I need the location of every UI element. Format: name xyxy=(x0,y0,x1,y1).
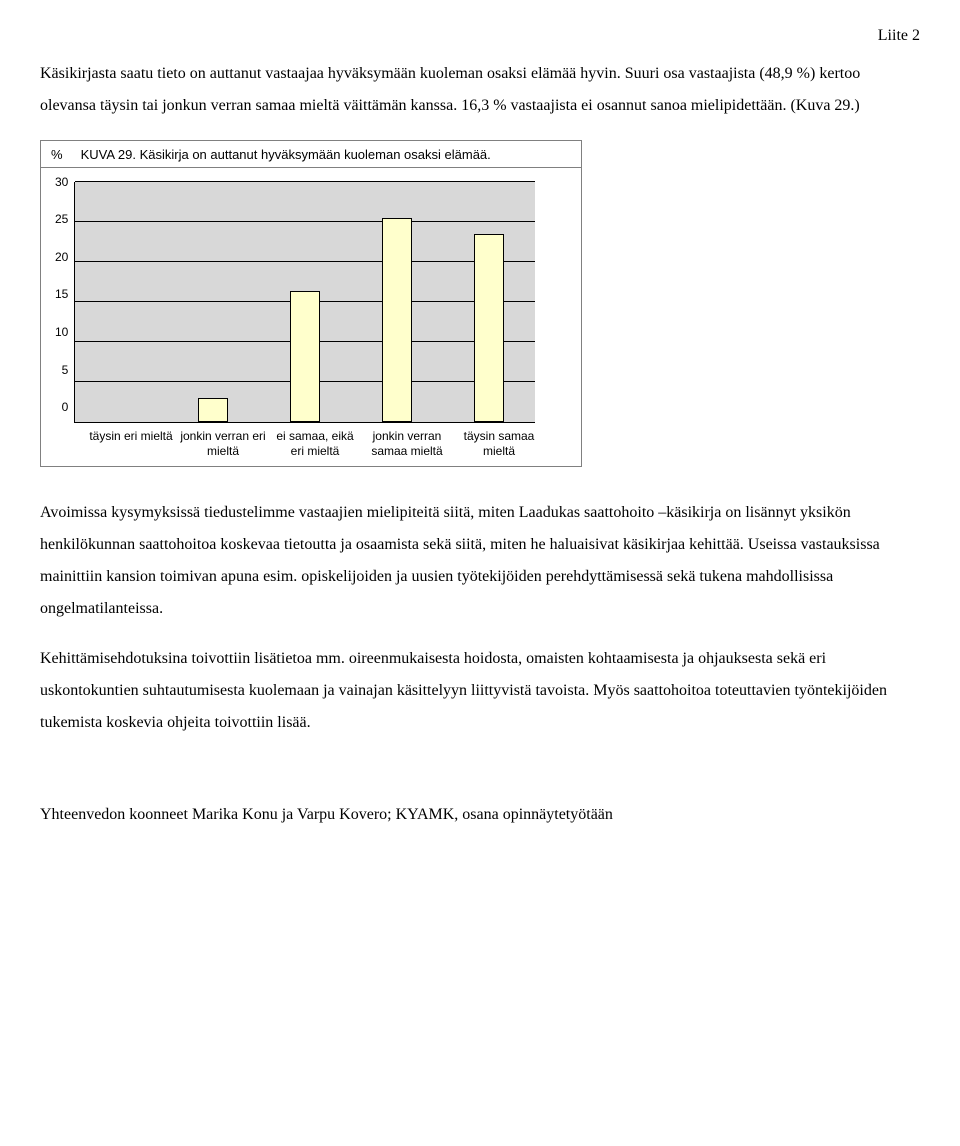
intro-paragraph: Käsikirjasta saatu tieto on auttanut vas… xyxy=(40,58,920,122)
appendix-label: Liite 2 xyxy=(40,24,920,48)
ytick: 5 xyxy=(62,363,69,377)
bar xyxy=(382,218,412,422)
ytick: 15 xyxy=(55,287,68,301)
gridline xyxy=(75,181,535,182)
x-label: jonkin verran eri mieltä xyxy=(177,429,269,460)
y-axis: 30 25 20 15 10 5 0 xyxy=(55,175,74,415)
body-paragraph-2: Kehittämisehdotuksina toivottiin lisätie… xyxy=(40,643,920,739)
chart-plot-row: 30 25 20 15 10 5 0 täysin eri mieltä jon… xyxy=(41,167,581,466)
ytick: 10 xyxy=(55,325,68,339)
ytick: 0 xyxy=(62,400,69,414)
body-paragraph-1: Avoimissa kysymyksissä tiedustelimme vas… xyxy=(40,497,920,625)
bar xyxy=(474,234,504,421)
ytick: 20 xyxy=(55,250,68,264)
x-label: täysin samaa mieltä xyxy=(453,429,545,460)
plot-area xyxy=(74,182,535,423)
ytick: 30 xyxy=(55,175,68,189)
x-axis-labels: täysin eri mieltä jonkin verran eri miel… xyxy=(85,423,545,460)
gridline xyxy=(75,221,535,222)
gridline xyxy=(75,261,535,262)
chart-title: KUVA 29. Käsikirja on auttanut hyväksymä… xyxy=(81,145,491,165)
plot-wrap: 30 25 20 15 10 5 0 xyxy=(55,182,567,423)
bar xyxy=(198,398,228,422)
x-label: ei samaa, eikä eri mieltä xyxy=(269,429,361,460)
chart-container: % KUVA 29. Käsikirja on auttanut hyväksy… xyxy=(40,140,582,467)
x-label: täysin eri mieltä xyxy=(85,429,177,460)
chart-title-row: % KUVA 29. Käsikirja on auttanut hyväksy… xyxy=(41,141,581,167)
x-label: jonkin verran samaa mieltä xyxy=(361,429,453,460)
bar xyxy=(290,291,320,421)
ytick: 25 xyxy=(55,212,68,226)
chart-percent-label: % xyxy=(51,145,63,165)
footer-credits: Yhteenvedon koonneet Marika Konu ja Varp… xyxy=(40,799,920,831)
